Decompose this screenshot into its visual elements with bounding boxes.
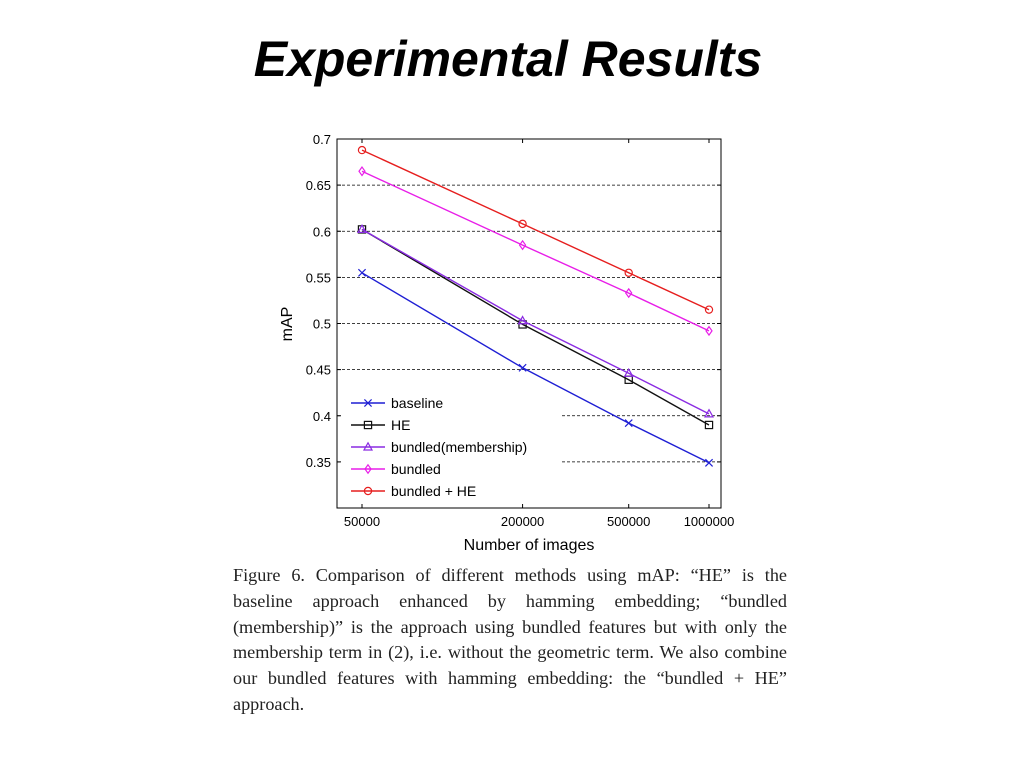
- data-point: [358, 166, 366, 177]
- legend-item: bundled: [351, 461, 441, 477]
- legend-item: HE: [351, 417, 410, 433]
- data-point: [624, 268, 633, 277]
- data-point: [704, 420, 714, 430]
- legend-label: HE: [391, 417, 410, 433]
- y-tick-label: 0.5: [313, 317, 331, 332]
- y-tick-label: 0.45: [306, 363, 331, 378]
- data-point: [703, 408, 715, 418]
- series-line: [361, 272, 710, 464]
- axes: 0.35 0.4 0.45 0.5 0.55 0.6 0.65 0.7 50000 200000 5…: [306, 132, 735, 529]
- data-point: [704, 305, 714, 314]
- x-tick-label: 200000: [501, 514, 544, 529]
- legend-label: bundled: [391, 461, 441, 477]
- legend-label: baseline: [391, 395, 443, 411]
- legend-item: baseline: [351, 395, 443, 411]
- legend-label: bundled + HE: [391, 483, 476, 499]
- data-point: [518, 363, 527, 372]
- y-axis-label: mAP: [279, 307, 296, 342]
- series-line: [361, 170, 710, 332]
- series-line: [361, 228, 710, 415]
- legend-marker: [364, 463, 372, 475]
- data-point: [705, 325, 713, 337]
- series-bundled-membership: [356, 223, 715, 418]
- data-point: [357, 145, 367, 155]
- y-tick-label: 0.4: [313, 409, 331, 424]
- x-tick-label: 50000: [344, 514, 380, 529]
- data-point: [624, 287, 633, 299]
- y-tick-label: 0.35: [306, 455, 331, 470]
- data-point: [517, 315, 528, 325]
- y-tick-label: 0.7: [313, 132, 331, 147]
- legend-label: bundled(membership): [391, 439, 527, 455]
- slide-title: Experimental Results: [253, 31, 763, 87]
- legend-marker: [362, 441, 374, 451]
- legend: baseline HE bundled(membership) bundled bund…: [340, 391, 562, 504]
- legend-item: bundled(membership): [351, 439, 527, 455]
- y-tick-label: 0.55: [306, 270, 331, 285]
- data-point: [624, 419, 633, 428]
- y-tick-label: 0.6: [313, 224, 331, 239]
- data-point: [356, 223, 368, 234]
- series-lines: [356, 145, 715, 467]
- series-baseline: [357, 268, 714, 467]
- series-bundled: [358, 166, 713, 337]
- series-line: [361, 149, 710, 311]
- x-tick-label: 500000: [607, 514, 650, 529]
- data-point: [704, 458, 714, 467]
- series-bundled-he: [357, 145, 714, 314]
- line-chart: baseline HE bundled(membership) bundled bund…: [279, 132, 735, 554]
- legend-marker: [363, 486, 373, 496]
- data-point: [357, 268, 367, 277]
- x-axis-label: Number of images: [464, 537, 595, 554]
- figure-caption: Figure 6. Comparison of different method…: [233, 565, 787, 714]
- legend-marker: [363, 398, 373, 408]
- legend-item: bundled + HE: [351, 483, 476, 499]
- x-tick-label: 1000000: [684, 514, 735, 529]
- y-tick-label: 0.65: [306, 178, 331, 193]
- legend-marker: [363, 420, 373, 430]
- data-point: [518, 239, 527, 251]
- series-line: [361, 228, 710, 426]
- data-point: [623, 367, 634, 377]
- data-point: [518, 219, 527, 229]
